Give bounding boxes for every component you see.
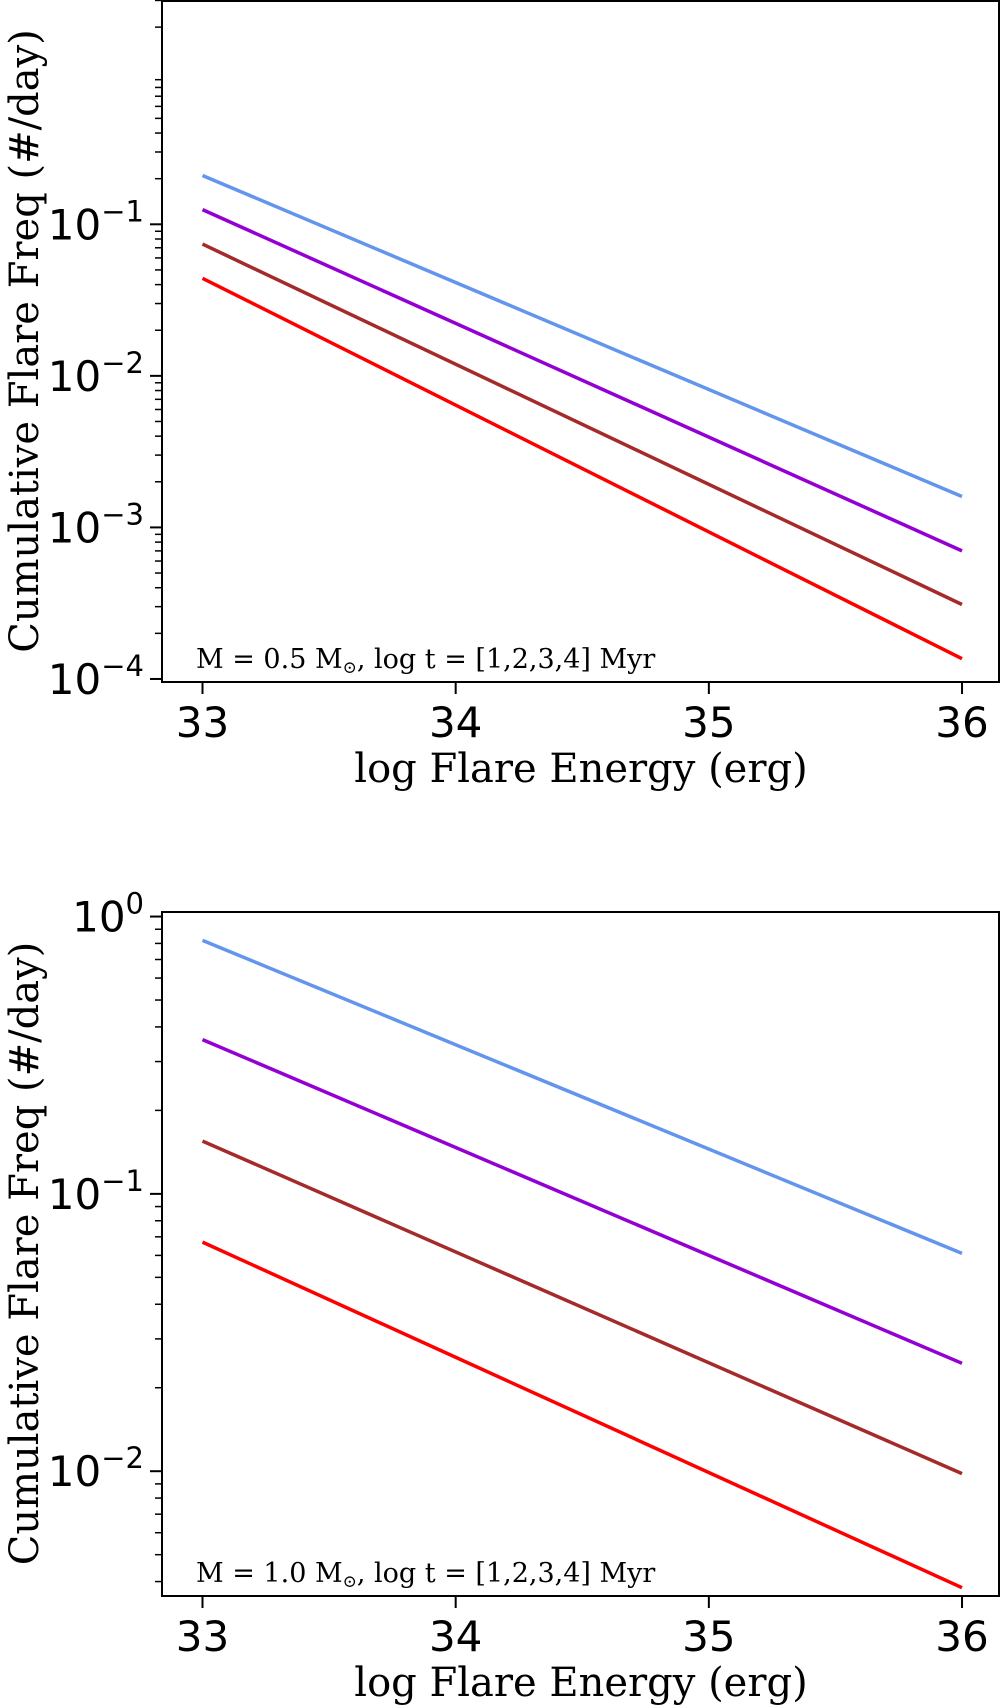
panel-1-x-tick-label: 36 xyxy=(935,698,988,747)
panel-2-annotation-ages: , log t = [1,2,3,4] Myr xyxy=(357,1558,656,1589)
panel-1-annotation-ages: , log t = [1,2,3,4] Myr xyxy=(357,644,656,675)
panel-1-y-tick-label: 10−2 xyxy=(48,346,144,401)
panel-1-series-line-4 xyxy=(201,276,963,661)
panel-2-y-tick-label: 100 xyxy=(72,887,144,942)
panel-1-y-tick-label: 10−1 xyxy=(48,194,144,249)
panel-2-axes-frame xyxy=(161,911,1000,1597)
panel-1-axes-frame xyxy=(161,0,1000,683)
panel-1-y-tick-base: 10 xyxy=(48,503,101,552)
panel-2-y-axis-label: Cumulative Flare Freq (#/day) xyxy=(2,942,48,1566)
panel-2-series-line-1 xyxy=(201,938,963,1256)
panel-2-y-tick-label: 10−2 xyxy=(48,1441,144,1496)
panel-1-y-tick-base: 10 xyxy=(48,352,101,401)
panel-1-series-line-1 xyxy=(201,173,963,499)
panel-2-y-tick-exponent: −2 xyxy=(101,1441,144,1475)
panel-1-series-line-2 xyxy=(201,208,963,553)
panel-1-x-tick-label: 33 xyxy=(176,698,229,747)
panel-2-x-tick-label: 33 xyxy=(176,1612,229,1661)
panel-1-y-tick-base: 10 xyxy=(48,655,101,704)
panel-2-series-line-3 xyxy=(201,1139,963,1476)
panel-2-y-tick-exponent: 0 xyxy=(126,887,144,921)
panel-1-y-tick-label: 10−4 xyxy=(48,649,144,704)
panel-1-y-tick-exponent: −2 xyxy=(101,346,144,380)
panel-2-y-tick-base: 10 xyxy=(48,1447,101,1496)
panel-1-y-tick-label: 10−3 xyxy=(48,497,144,552)
panel-1-x-axis-label: log Flare Energy (erg) xyxy=(354,746,807,792)
panel-1-x-tick-label: 35 xyxy=(682,698,735,747)
panel-1-y-tick-exponent: −4 xyxy=(101,649,144,683)
panel-2-y-tick-base: 10 xyxy=(48,1170,101,1219)
panel-1-y-tick-exponent: −1 xyxy=(101,194,144,228)
panel-1-y-axis-label: Cumulative Flare Freq (#/day) xyxy=(2,29,48,653)
panel-2-x-axis-label: log Flare Energy (erg) xyxy=(354,1660,807,1706)
panel-1-annotation-mass: M = 0.5 M xyxy=(196,644,343,675)
panel-2-x-tick-label: 34 xyxy=(429,1612,482,1661)
panel-1-y-tick-base: 10 xyxy=(48,200,101,249)
panel-1-annotation-sun-symbol: ⊙ xyxy=(343,658,357,678)
panel-2-y-tick-base: 10 xyxy=(72,893,125,942)
panel-2-y-tick-label: 10−1 xyxy=(48,1164,144,1219)
panel-2-x-tick-label: 35 xyxy=(682,1612,735,1661)
panel-1-y-tick-exponent: −3 xyxy=(101,497,144,531)
panel-1: 10−110−210−310−433 34 35 36M = 0.5 M⊙, log … xyxy=(2,0,1000,792)
panel-2-annotation-sun-symbol: ⊙ xyxy=(343,1572,357,1592)
panel-2-annotation-mass: M = 1.0 M xyxy=(196,1558,343,1589)
panel-2-x-tick-label: 36 xyxy=(935,1612,988,1661)
panel-2-y-tick-exponent: −1 xyxy=(101,1164,144,1198)
panel-2-series-line-4 xyxy=(201,1240,963,1590)
panel-1-x-tick-label: 34 xyxy=(429,698,482,747)
panel-2-annotation: M = 1.0 M⊙, log t = [1,2,3,4] Myr xyxy=(196,1558,655,1592)
panel-1-series-line-3 xyxy=(201,242,963,607)
panel-1-annotation: M = 0.5 M⊙, log t = [1,2,3,4] Myr xyxy=(196,644,655,678)
panel-2-series-line-2 xyxy=(201,1037,963,1365)
